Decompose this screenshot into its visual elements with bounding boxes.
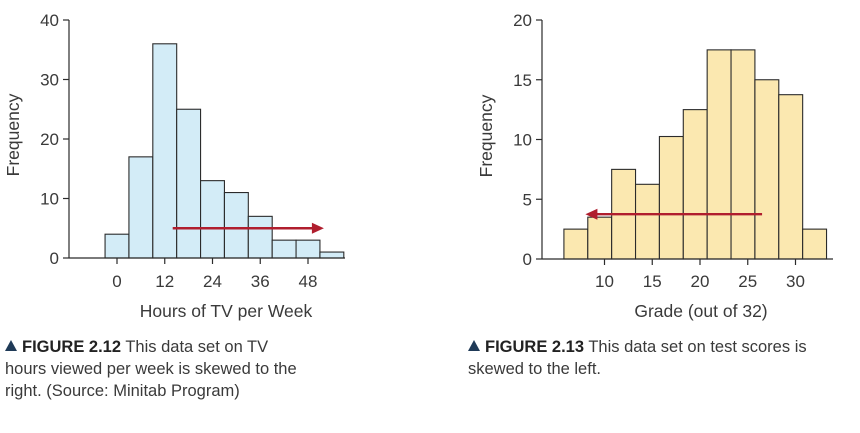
chart-1-x-tick-label-1: 12 xyxy=(155,272,174,291)
chart-1-x-tick-label-0: 0 xyxy=(112,272,121,291)
triangle-marker-icon xyxy=(468,340,480,351)
chart-1-bar-9 xyxy=(319,251,345,259)
chart-1-bar-7 xyxy=(271,239,297,259)
chart-1-bar-6 xyxy=(247,215,273,259)
chart-1-y-tick-label-3: 30 xyxy=(40,71,59,90)
figure-2-13-caption-text: This data set on test scores is skewed t… xyxy=(468,338,807,378)
triangle-marker-icon xyxy=(5,340,17,351)
chart-1-x-tick-label-3: 36 xyxy=(251,272,270,291)
chart-2-bar-8 xyxy=(754,79,780,260)
chart-1-x-tick-label-4: 48 xyxy=(299,272,318,291)
chart-2-bar-10 xyxy=(802,228,828,260)
chart-2-bar-7 xyxy=(730,49,756,260)
chart-2-x-tick-label-1: 15 xyxy=(643,272,662,291)
chart-1-y-axis-label: Frequency xyxy=(3,93,23,176)
chart-2-y-axis-label: Frequency xyxy=(476,94,496,177)
chart-1-x-tick-label-2: 24 xyxy=(203,272,222,291)
figure-2-13-caption-lead: FIGURE 2.13 xyxy=(485,338,585,356)
chart-2-bar-3 xyxy=(634,183,660,260)
figure-2-12-caption: FIGURE 2.12 This data set on TV hours vi… xyxy=(5,336,305,402)
chart-1-bar-5 xyxy=(223,192,249,259)
chart-2-bar-9 xyxy=(778,94,804,260)
chart-2-bar-0 xyxy=(563,228,589,260)
chart-2-bar-6 xyxy=(706,49,732,260)
chart-2-x-tick-label-0: 10 xyxy=(595,272,614,291)
chart-1-y-tick-label-4: 40 xyxy=(40,11,59,30)
chart-1-bar-4 xyxy=(200,180,225,259)
chart-1-bar-3 xyxy=(176,108,202,259)
chart-1-y-tick-label-2: 20 xyxy=(40,130,59,149)
chart-1-skew-arrow-head xyxy=(311,222,324,234)
chart-2-bar-1 xyxy=(587,216,613,260)
figure-2-12-caption-text: This data set on TV hours viewed per wee… xyxy=(5,338,297,400)
chart-2-x-tick-label-2: 20 xyxy=(691,272,710,291)
chart-1-x-axis-label: Hours of TV per Week xyxy=(140,301,313,321)
chart-1-bar-2 xyxy=(152,43,178,259)
figure-2-12-caption-lead: FIGURE 2.12 xyxy=(22,338,122,356)
chart-1-y-tick-label-0: 0 xyxy=(50,249,59,268)
chart-1-bar-8 xyxy=(295,239,321,259)
chart-2-x-axis-label: Grade (out of 32) xyxy=(634,301,767,321)
chart-2-bar-4 xyxy=(658,135,684,260)
chart-1-bar-1 xyxy=(128,156,154,259)
chart-2-y-tick-label-4: 20 xyxy=(513,11,532,30)
chart-1-y-tick-label-1: 10 xyxy=(40,190,59,209)
figure-2-13-caption: FIGURE 2.13 This data set on test scores… xyxy=(468,336,848,380)
chart-2-skew-arrow-head xyxy=(585,208,598,220)
chart-2-y-tick-label-3: 15 xyxy=(513,71,532,90)
chart-2-x-tick-label-3: 25 xyxy=(738,272,757,291)
chart-2-y-tick-label-2: 10 xyxy=(513,131,532,150)
chart-2-y-tick-label-0: 0 xyxy=(523,250,532,269)
chart-2-y-tick-label-1: 5 xyxy=(523,190,532,209)
chart-1-bar-0 xyxy=(104,233,130,259)
chart-2-x-tick-label-4: 30 xyxy=(786,272,805,291)
chart-2-bar-5 xyxy=(682,109,708,260)
